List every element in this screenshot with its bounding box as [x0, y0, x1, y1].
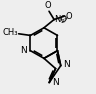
Text: O: O	[66, 12, 73, 21]
Text: CH₃: CH₃	[2, 28, 18, 37]
Text: NO: NO	[54, 15, 67, 24]
Text: +: +	[64, 16, 68, 21]
Text: 2: 2	[60, 19, 64, 24]
Text: O: O	[45, 1, 51, 10]
Text: N: N	[20, 46, 27, 55]
Text: N: N	[52, 78, 58, 87]
Text: N: N	[63, 60, 70, 69]
